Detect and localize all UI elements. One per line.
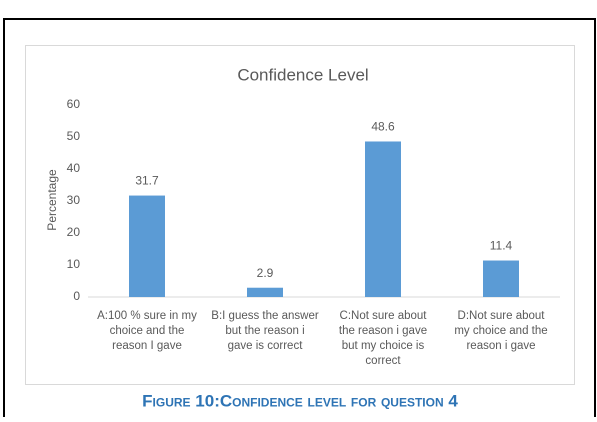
data-label: 48.6 xyxy=(371,120,395,134)
y-tick-label: 40 xyxy=(67,161,81,175)
y-tick-label: 60 xyxy=(67,97,81,111)
y-tick-label: 20 xyxy=(67,225,81,239)
figure-caption: Figure 10:Confidence level for question … xyxy=(142,391,458,410)
chart-title: Confidence Level xyxy=(237,65,368,84)
bar xyxy=(247,287,283,297)
x-tick-label: A:100 % sure in my choice and the reason I… xyxy=(97,310,197,352)
data-label: 31.7 xyxy=(135,174,159,188)
data-label: 11.4 xyxy=(490,239,513,253)
y-axis-label: Percentage xyxy=(45,169,59,231)
y-tick-label: 10 xyxy=(67,257,81,271)
figure-border xyxy=(3,18,596,417)
y-tick-label: 0 xyxy=(73,289,80,303)
bar xyxy=(365,141,401,297)
x-tick-label: B:I guess the answer but the reason i gave… xyxy=(211,310,319,352)
chart-border xyxy=(25,45,575,385)
y-tick-label: 50 xyxy=(67,129,81,143)
data-label: 2.9 xyxy=(257,266,274,280)
x-tick-label: C:Not sure about the reason i gave but my … xyxy=(339,310,427,367)
bar xyxy=(129,195,165,297)
x-tick-label: D:Not sure about my choice and the reason … xyxy=(454,310,547,352)
bar xyxy=(483,260,519,297)
y-tick-label: 30 xyxy=(67,193,81,207)
